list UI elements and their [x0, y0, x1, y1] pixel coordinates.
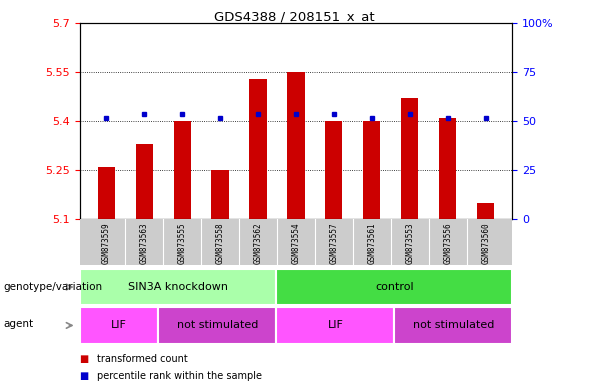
Text: GSM873563: GSM873563: [140, 223, 148, 264]
Text: GDS4388 / 208151_x_at: GDS4388 / 208151_x_at: [214, 10, 375, 23]
Text: not stimulated: not stimulated: [177, 320, 258, 331]
Bar: [80, 307, 158, 344]
Bar: [250, 78, 267, 219]
Text: GSM873554: GSM873554: [292, 223, 300, 264]
Text: transformed count: transformed count: [97, 354, 188, 364]
Text: GSM873559: GSM873559: [101, 223, 111, 264]
Text: LIF: LIF: [111, 320, 127, 331]
Text: percentile rank within the sample: percentile rank within the sample: [97, 371, 262, 381]
Text: GSM873561: GSM873561: [368, 223, 376, 264]
Bar: [363, 121, 380, 219]
Bar: [395, 307, 512, 344]
Bar: [287, 72, 305, 219]
Bar: [158, 307, 276, 344]
Text: control: control: [375, 282, 413, 292]
Bar: [276, 307, 395, 344]
Text: genotype/variation: genotype/variation: [3, 282, 102, 292]
Text: GSM873557: GSM873557: [329, 223, 339, 264]
Text: GSM873560: GSM873560: [481, 223, 491, 264]
Text: not stimulated: not stimulated: [413, 320, 494, 331]
Text: LIF: LIF: [327, 320, 343, 331]
Text: GSM873553: GSM873553: [405, 223, 415, 264]
Bar: [174, 121, 191, 219]
Text: GSM873556: GSM873556: [444, 223, 452, 264]
Text: GSM873555: GSM873555: [177, 223, 187, 264]
Bar: [98, 167, 115, 219]
Text: ■: ■: [80, 354, 89, 364]
Bar: [477, 202, 494, 219]
Text: SIN3A knockdown: SIN3A knockdown: [128, 282, 228, 292]
Bar: [439, 118, 456, 219]
Bar: [135, 144, 153, 219]
Bar: [80, 269, 276, 305]
Bar: [325, 121, 342, 219]
Text: GSM873562: GSM873562: [253, 223, 263, 264]
Text: agent: agent: [3, 318, 33, 329]
Bar: [276, 269, 512, 305]
Text: ■: ■: [80, 371, 89, 381]
Text: GSM873558: GSM873558: [216, 223, 224, 264]
Bar: [211, 170, 229, 219]
Bar: [401, 98, 418, 219]
